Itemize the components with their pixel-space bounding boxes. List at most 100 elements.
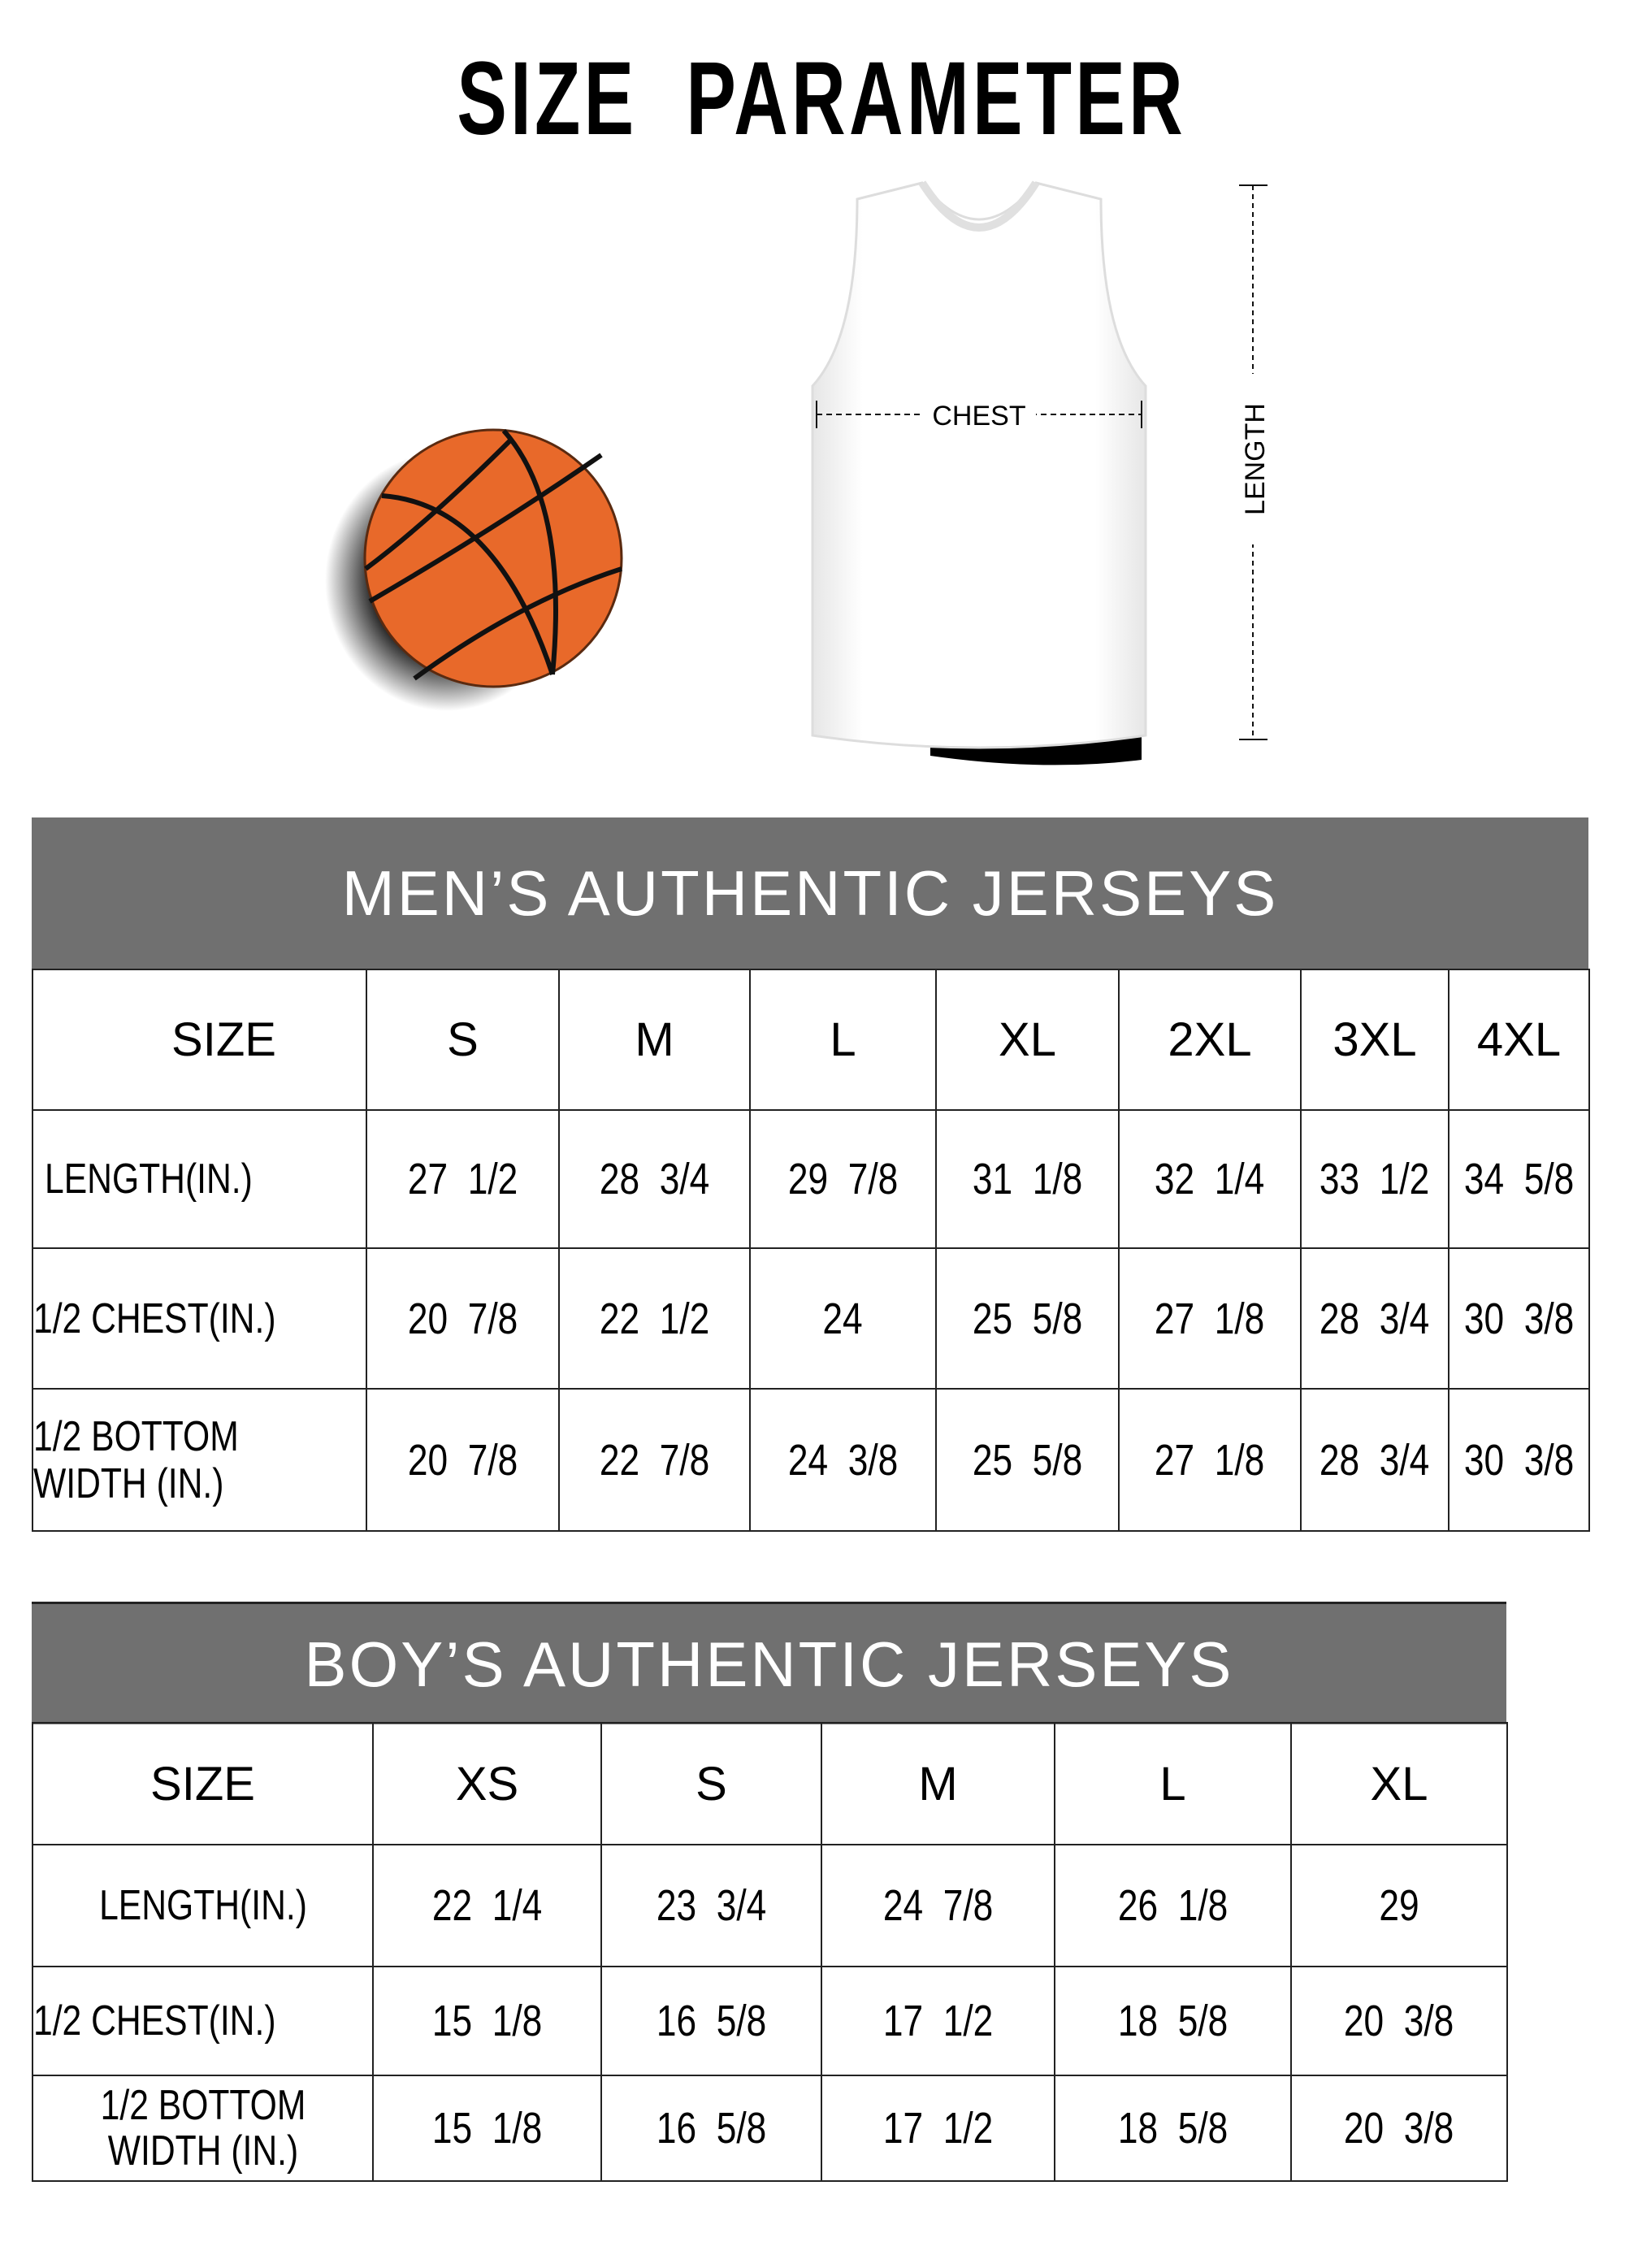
size-header: L <box>749 969 937 1111</box>
table-cell: 26 1/8 <box>1054 1844 1292 1967</box>
cell-text: 25 5/8 <box>972 1435 1083 1485</box>
cell-text: 32 1/4 <box>1155 1155 1265 1203</box>
table-cell: 20 7/8 <box>366 1247 560 1390</box>
row-label: 1/2 CHEST(IN.) <box>32 1247 367 1390</box>
cell-text: 20 3/8 <box>1344 2104 1454 2153</box>
table-cell: 22 1/2 <box>558 1247 751 1390</box>
cell-text: 31 1/8 <box>972 1155 1083 1203</box>
table-cell: 27 1/2 <box>366 1109 560 1249</box>
mens-heading-band: MEN’S AUTHENTIC JERSEYS <box>32 817 1588 969</box>
table-cell: 15 1/8 <box>372 2075 602 2182</box>
cell-text: 24 <box>822 1294 864 1343</box>
table-cell: 20 3/8 <box>1290 2075 1508 2182</box>
table-cell: 18 5/8 <box>1054 1966 1292 2076</box>
cell-text: 16 5/8 <box>656 1997 767 2045</box>
size-header: 2XL <box>1118 969 1302 1111</box>
cell-text: 16 5/8 <box>656 2104 767 2153</box>
table-cell: 23 3/4 <box>600 1844 822 1967</box>
table-cell: 30 3/8 <box>1448 1247 1590 1390</box>
cell-text: 29 7/8 <box>787 1155 899 1203</box>
cell-text: LENGTH(IN.) <box>45 1156 253 1203</box>
cell-text: 20 7/8 <box>407 1294 518 1343</box>
cell-text: 20 7/8 <box>407 1435 518 1485</box>
table-row: 1/2 CHEST(IN.) 20 7/8 22 1/2 24 25 5/8 2… <box>32 1247 1590 1390</box>
table-cell: 24 7/8 <box>821 1844 1055 1967</box>
table-cell: 22 7/8 <box>558 1388 751 1532</box>
cell-text: 17 1/2 <box>882 2104 994 2153</box>
table-cell: 17 1/2 <box>821 2075 1055 2182</box>
size-row: SIZE XS S M L XL <box>32 1722 1508 1845</box>
size-header: 4XL <box>1448 969 1590 1111</box>
size-header: XL <box>935 969 1120 1111</box>
table-cell: 24 3/8 <box>749 1388 937 1532</box>
cell-text: 30 3/8 <box>1463 1294 1575 1343</box>
mens-heading: MEN’S AUTHENTIC JERSEYS <box>341 857 1279 929</box>
size-label: SIZE <box>32 969 367 1111</box>
table-cell: 16 5/8 <box>600 2075 822 2182</box>
cell-text: 18 5/8 <box>1117 1997 1228 2045</box>
mens-size-table: SIZE S M L XL 2XL 3XL 4XL LENGTH(IN.) 27… <box>32 969 1590 1532</box>
cell-text: 28 3/4 <box>1320 1294 1430 1343</box>
table-cell: 24 <box>749 1247 937 1390</box>
size-header: L <box>1054 1722 1292 1845</box>
table-cell: 25 5/8 <box>935 1388 1120 1532</box>
cell-text: 30 3/8 <box>1463 1435 1575 1485</box>
table-cell: 15 1/8 <box>372 1966 602 2076</box>
size-header: S <box>600 1722 822 1845</box>
cell-text: 23 3/4 <box>656 1881 767 1930</box>
table-cell: 25 5/8 <box>935 1247 1120 1390</box>
length-label: LENGTH <box>1240 403 1271 515</box>
table-row: LENGTH(IN.) 27 1/2 28 3/4 29 7/8 31 1/8 … <box>32 1109 1590 1249</box>
table-cell: 29 <box>1290 1844 1508 1967</box>
cell-text: LENGTH(IN.) <box>98 1882 307 1929</box>
size-header: 3XL <box>1300 969 1450 1111</box>
cell-text: 1/2 BOTTOM WIDTH (IN.) <box>33 1412 239 1507</box>
length-measure: LENGTH <box>1235 184 1284 740</box>
row-label: 1/2 BOTTOM WIDTH (IN.) <box>32 1388 367 1532</box>
table-cell: 33 1/2 <box>1300 1109 1450 1249</box>
boys-size-table: SIZE XS S M L XL LENGTH(IN.) 22 1/4 23 3… <box>32 1722 1508 2182</box>
table-cell: 22 1/4 <box>372 1844 602 1967</box>
cell-text: 1/2 BOTTOM WIDTH (IN.) <box>100 2082 306 2175</box>
boys-heading: BOY’S AUTHENTIC JERSEYS <box>304 1628 1234 1700</box>
row-label: LENGTH(IN.) <box>32 1109 367 1249</box>
table-cell: 28 3/4 <box>558 1109 751 1249</box>
row-label: 1/2 BOTTOM WIDTH (IN.) <box>32 2075 374 2182</box>
size-header: S <box>366 969 560 1111</box>
table-cell: 20 7/8 <box>366 1388 560 1532</box>
cell-text: 33 1/2 <box>1320 1155 1430 1203</box>
table-cell: 30 3/8 <box>1448 1388 1590 1532</box>
size-header: XL <box>1290 1722 1508 1845</box>
table-cell: 17 1/2 <box>821 1966 1055 2076</box>
size-row: SIZE S M L XL 2XL 3XL 4XL <box>32 969 1590 1111</box>
basketball-icon <box>325 428 623 711</box>
table-cell: 16 5/8 <box>600 1966 822 2076</box>
size-header: M <box>821 1722 1055 1845</box>
cell-text: 1/2 CHEST(IN.) <box>33 1294 276 1342</box>
cell-text: 34 5/8 <box>1463 1155 1575 1203</box>
size-label: SIZE <box>32 1722 374 1845</box>
cell-text: 24 3/8 <box>787 1435 899 1485</box>
cell-text: 29 <box>1379 1881 1419 1930</box>
table-cell: 32 1/4 <box>1118 1109 1302 1249</box>
table-cell: 27 1/8 <box>1118 1247 1302 1390</box>
table-cell: 27 1/8 <box>1118 1388 1302 1532</box>
cell-text: 27 1/2 <box>407 1155 518 1203</box>
boys-heading-band: BOY’S AUTHENTIC JERSEYS <box>32 1602 1506 1724</box>
page-title: SIZE PARAMETER <box>457 41 1187 157</box>
cell-text: 15 1/8 <box>431 2104 543 2153</box>
table-row: 1/2 BOTTOM WIDTH (IN.) 15 1/8 16 5/8 17 … <box>32 2075 1508 2182</box>
cell-text: 27 1/8 <box>1155 1294 1265 1343</box>
cell-text: 18 5/8 <box>1117 2104 1228 2153</box>
cell-text: 1/2 CHEST(IN.) <box>33 1997 276 2045</box>
row-label: LENGTH(IN.) <box>32 1844 374 1967</box>
cell-text: 24 7/8 <box>882 1881 994 1930</box>
cell-text: 15 1/8 <box>431 1997 543 2045</box>
cell-text: 20 3/8 <box>1344 1997 1454 2045</box>
table-cell: 34 5/8 <box>1448 1109 1590 1249</box>
table-cell: 28 3/4 <box>1300 1388 1450 1532</box>
table-row: LENGTH(IN.) 22 1/4 23 3/4 24 7/8 26 1/8 … <box>32 1844 1508 1967</box>
cell-text: 26 1/8 <box>1117 1881 1228 1930</box>
cell-text: 22 1/4 <box>431 1881 543 1930</box>
table-cell: 18 5/8 <box>1054 2075 1292 2182</box>
